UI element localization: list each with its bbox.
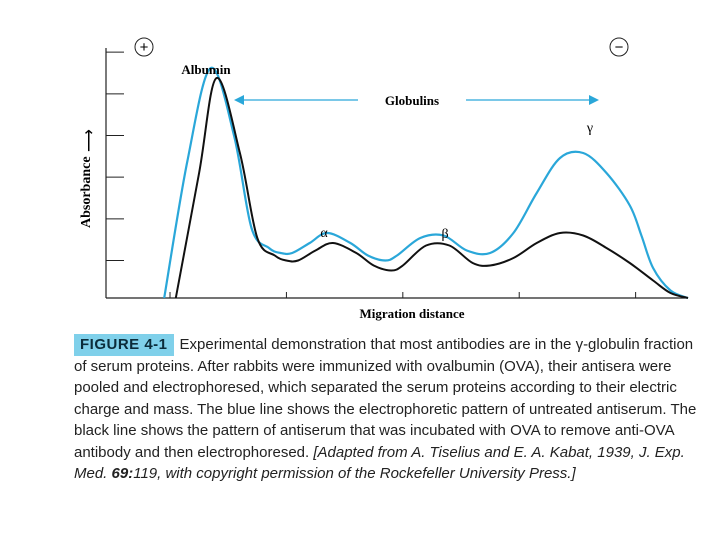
- gamma-peak-label: γ: [586, 121, 593, 136]
- positive-pole-circle: [134, 37, 154, 57]
- negative-pole-label: −: [615, 39, 624, 56]
- series-line-black: [174, 76, 689, 299]
- y-axis-arrow: ⟶: [81, 129, 98, 152]
- figure-caption: FIGURE 4-1 Experimental demonstration tha…: [74, 334, 704, 485]
- x-axis-ticks: [169, 292, 637, 298]
- globulins-arrowhead-left: [234, 95, 244, 105]
- electrophoresis-chart: + − Albumin Globulins α β γ Absorbance ⟶…: [79, 37, 689, 321]
- caption-source-volume: 69:: [111, 465, 134, 482]
- caption-source-part-1: [Adapted from A. Tiselius and E. A. Kaba…: [74, 443, 685, 483]
- series-line-blue: [163, 66, 689, 300]
- positive-pole-label: +: [140, 39, 149, 56]
- negative-pole-circle: [609, 37, 629, 57]
- y-axis-ticks: [106, 51, 124, 261]
- caption-text: Experimental demonstration that most ant…: [74, 336, 697, 461]
- x-axis-label: Migration distance: [359, 306, 464, 321]
- figure-label: FIGURE 4-1: [74, 334, 174, 356]
- y-axis-label: Absorbance: [79, 156, 94, 228]
- globulins-arrowhead-right: [589, 95, 599, 105]
- caption-source-part-2: 119, with copyright permission of the Ro…: [133, 465, 576, 482]
- alpha-peak-label: α: [320, 226, 328, 241]
- globulins-label: Globulins: [385, 93, 439, 108]
- albumin-label: Albumin: [181, 62, 231, 77]
- beta-peak-label: β: [441, 227, 448, 242]
